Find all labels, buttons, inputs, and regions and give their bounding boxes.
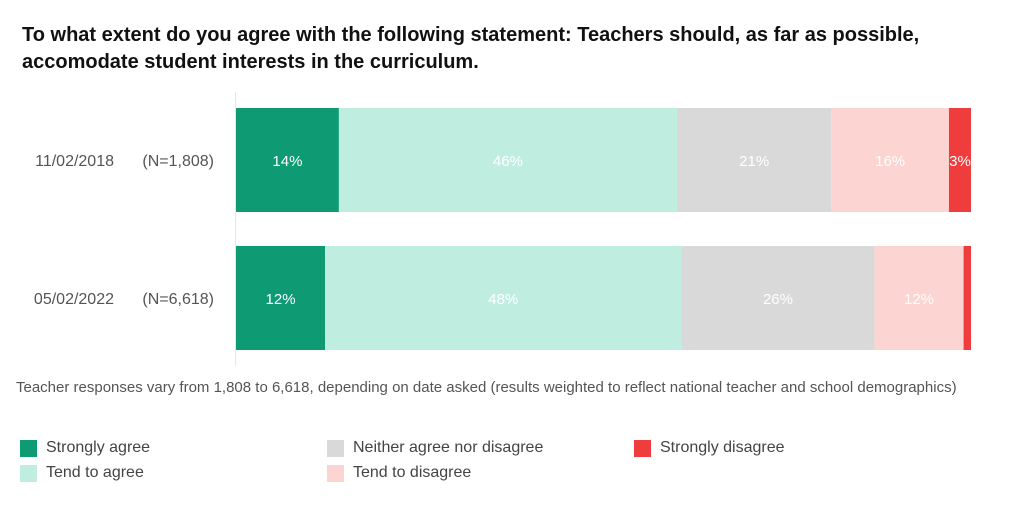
- legend-swatch: [327, 439, 344, 457]
- legend-label: Tend to disagree: [353, 464, 472, 481]
- data-label: 46%: [493, 153, 523, 170]
- legend-swatch: [327, 464, 344, 482]
- data-label: 12%: [904, 291, 934, 308]
- bar-segment: [236, 108, 339, 212]
- bar-segment: [948, 108, 971, 212]
- legend-item: Strongly agree: [20, 438, 150, 458]
- legend-swatch: [20, 464, 37, 482]
- sample-size-label: (N=6,618): [142, 291, 214, 308]
- legend-item: Tend to agree: [20, 463, 144, 483]
- data-label: 26%: [763, 291, 793, 308]
- data-label: 48%: [488, 291, 518, 308]
- bar-segment: [325, 246, 682, 350]
- bar-segment: [963, 246, 971, 350]
- legend-item: Neither agree nor disagree: [327, 438, 543, 458]
- chart-footnote: Teacher responses vary from 1,808 to 6,6…: [16, 379, 957, 396]
- data-label: 21%: [739, 153, 769, 170]
- sample-size-label: (N=1,808): [142, 153, 214, 170]
- legend-item: Strongly disagree: [634, 438, 785, 458]
- legend-label: Tend to agree: [46, 464, 144, 481]
- bar-segment: [677, 108, 832, 212]
- legend-item: Tend to disagree: [327, 463, 471, 483]
- category-label: 11/02/2018: [35, 153, 114, 170]
- legend-label: Strongly disagree: [660, 439, 785, 456]
- legend-label: Strongly agree: [46, 439, 151, 456]
- data-label: 14%: [272, 153, 302, 170]
- data-label: 12%: [266, 291, 296, 308]
- legend-swatch: [20, 439, 37, 457]
- bar-segment: [338, 108, 677, 212]
- data-label: 3%: [949, 153, 971, 170]
- category-label: 05/02/2022: [34, 291, 114, 308]
- bar-segment: [236, 246, 326, 350]
- chart-title-line-2: accomodate student interests in the curr…: [22, 51, 479, 73]
- bar-segment: [874, 246, 964, 350]
- chart-title: To what extent do you agree with the fol…: [22, 22, 982, 76]
- bar-segment: [831, 108, 949, 212]
- data-label: 16%: [875, 153, 905, 170]
- chart-title-line-1: To what extent do you agree with the fol…: [22, 24, 920, 46]
- legend-swatch: [634, 439, 651, 457]
- legend-label: Neither agree nor disagree: [353, 439, 544, 456]
- bar-segment: [681, 246, 875, 350]
